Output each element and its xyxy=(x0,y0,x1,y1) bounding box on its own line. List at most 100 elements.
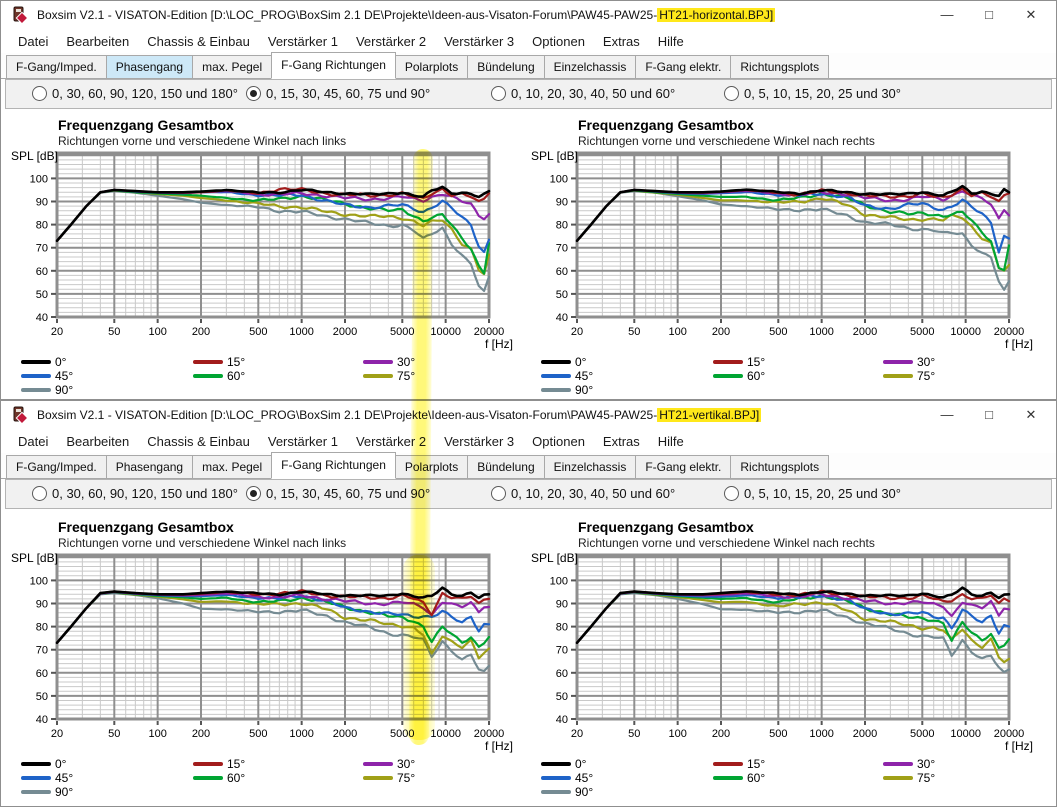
radio-unselected-icon[interactable] xyxy=(491,86,506,101)
tab-f-gang-richtungen[interactable]: F-Gang Richtungen xyxy=(271,452,396,479)
legend-label: 45° xyxy=(55,369,74,383)
menu-item-hilfe[interactable]: Hilfe xyxy=(657,433,684,449)
window-horizontal: Boxsim V2.1 - VISATON-Edition [D:\LOC_PR… xyxy=(0,0,1057,400)
svg-text:100: 100 xyxy=(148,326,166,338)
titlebar[interactable]: Boxsim V2.1 - VISATON-Edition [D:\LOC_PR… xyxy=(1,401,1056,429)
tab-richtungsplots[interactable]: Richtungsplots xyxy=(730,455,830,478)
minimize-button[interactable]: — xyxy=(940,7,954,22)
tab-einzelchassis[interactable]: Einzelchassis xyxy=(543,55,637,78)
svg-text:80: 80 xyxy=(556,622,568,634)
menu-item-chassis-einbau[interactable]: Chassis & Einbau xyxy=(147,33,250,49)
radio-unselected-icon[interactable] xyxy=(32,86,47,101)
chart-right: Frequenzgang Gesamtbox Richtungen vorne … xyxy=(531,519,1051,802)
radio-angle-set-4[interactable]: 0, 5, 10, 15, 20, 25 und 30° xyxy=(724,86,901,101)
menu-item-bearbeiten[interactable]: Bearbeiten xyxy=(66,33,130,49)
maximize-button[interactable]: □ xyxy=(985,7,993,22)
radio-unselected-icon[interactable] xyxy=(724,86,739,101)
svg-text:500: 500 xyxy=(769,326,787,338)
frequency-response-plot: 20 50 100 200 500 1000 2000 5000 10000 20000 40 50 6… xyxy=(550,151,1024,338)
radio-unselected-icon[interactable] xyxy=(32,486,47,501)
radio-angle-set-1[interactable]: 0, 30, 60, 90, 120, 150 und 180° xyxy=(32,86,238,101)
radio-angle-set-2[interactable]: 0, 15, 30, 45, 60, 75 und 90° xyxy=(246,86,430,101)
tab-einzelchassis[interactable]: Einzelchassis xyxy=(543,455,637,478)
legend-swatch xyxy=(713,360,743,364)
app-icon xyxy=(13,406,29,424)
svg-text:5000: 5000 xyxy=(390,728,414,740)
radio-selected-icon[interactable] xyxy=(246,486,261,501)
svg-text:40: 40 xyxy=(36,714,48,726)
radio-label: 0, 10, 20, 30, 40, 50 und 60° xyxy=(511,486,676,501)
close-button[interactable]: ✕ xyxy=(1025,407,1037,422)
menu-item-hilfe[interactable]: Hilfe xyxy=(657,33,684,49)
menu-item-extras[interactable]: Extras xyxy=(602,433,640,449)
radio-angle-set-1[interactable]: 0, 30, 60, 90, 120, 150 und 180° xyxy=(32,486,238,501)
legend-swatch xyxy=(193,762,223,766)
legend-entry-60deg: 60° xyxy=(193,370,245,382)
close-button[interactable]: ✕ xyxy=(1025,7,1037,22)
svg-text:50: 50 xyxy=(556,691,568,703)
tab-f-gang-elektr-[interactable]: F-Gang elektr. xyxy=(635,455,732,478)
menu-item-verst-rker-2[interactable]: Verstärker 2 xyxy=(355,433,427,449)
legend-swatch xyxy=(883,360,913,364)
angle-options: 0, 30, 60, 90, 120, 150 und 180° 0, 15, 3… xyxy=(5,479,1052,509)
menu-item-bearbeiten[interactable]: Bearbeiten xyxy=(66,433,130,449)
menu-item-extras[interactable]: Extras xyxy=(602,33,640,49)
tab-richtungsplots[interactable]: Richtungsplots xyxy=(730,55,830,78)
legend-entry-30deg: 30° xyxy=(883,758,935,770)
maximize-button[interactable]: □ xyxy=(985,407,993,422)
radio-selected-icon[interactable] xyxy=(246,86,261,101)
legend-entry-0deg: 0° xyxy=(21,356,66,368)
tab-f-gang-richtungen[interactable]: F-Gang Richtungen xyxy=(271,52,396,79)
menu-item-verst-rker-3[interactable]: Verstärker 3 xyxy=(444,433,515,449)
radio-angle-set-3[interactable]: 0, 10, 20, 30, 40, 50 und 60° xyxy=(491,486,675,501)
titlebar[interactable]: Boxsim V2.1 - VISATON-Edition [D:\LOC_PR… xyxy=(1,1,1056,29)
menu-item-datei[interactable]: Datei xyxy=(18,33,49,49)
legend-entry-15deg: 15° xyxy=(193,758,245,770)
menu-item-verst-rker-2[interactable]: Verstärker 2 xyxy=(355,33,427,49)
tab-b-ndelung[interactable]: Bündelung xyxy=(467,55,545,78)
tab-f-gang-imped-[interactable]: F-Gang/Imped. xyxy=(6,455,107,478)
legend-entry-0deg: 0° xyxy=(21,758,66,770)
tab-polarplots[interactable]: Polarplots xyxy=(394,55,469,78)
legend-entry-90deg: 90° xyxy=(541,786,593,798)
svg-text:40: 40 xyxy=(36,312,48,324)
svg-text:20: 20 xyxy=(51,728,63,740)
menu-item-optionen[interactable]: Optionen xyxy=(532,33,585,49)
svg-text:1000: 1000 xyxy=(809,326,833,338)
menu-item-verst-rker-1[interactable]: Verstärker 1 xyxy=(267,33,338,49)
radio-angle-set-4[interactable]: 0, 5, 10, 15, 20, 25 und 30° xyxy=(724,486,901,501)
tab-max-pegel[interactable]: max. Pegel xyxy=(192,455,273,478)
tab-f-gang-imped-[interactable]: F-Gang/Imped. xyxy=(6,55,107,78)
svg-text:200: 200 xyxy=(712,728,730,740)
svg-text:50: 50 xyxy=(628,728,640,740)
svg-text:10000: 10000 xyxy=(430,326,461,338)
legend-swatch xyxy=(541,360,571,364)
menu-item-verst-rker-3[interactable]: Verstärker 3 xyxy=(444,33,515,49)
window-title: Boxsim V2.1 - VISATON-Edition [D:\LOC_PR… xyxy=(37,408,762,422)
chart-left: Frequenzgang Gesamtbox Richtungen vorne … xyxy=(11,117,531,400)
radio-label: 0, 5, 10, 15, 20, 25 und 30° xyxy=(744,486,901,501)
tab-b-ndelung[interactable]: Bündelung xyxy=(467,455,545,478)
radio-unselected-icon[interactable] xyxy=(491,486,506,501)
tab-phasengang[interactable]: Phasengang xyxy=(105,55,194,78)
radio-angle-set-3[interactable]: 0, 10, 20, 30, 40, 50 und 60° xyxy=(491,86,675,101)
menu-item-datei[interactable]: Datei xyxy=(18,433,49,449)
menu-item-verst-rker-1[interactable]: Verstärker 1 xyxy=(267,433,338,449)
svg-text:2000: 2000 xyxy=(333,326,357,338)
svg-text:5000: 5000 xyxy=(910,728,934,740)
tab-max-pegel[interactable]: max. Pegel xyxy=(192,55,273,78)
tab-f-gang-elektr-[interactable]: F-Gang elektr. xyxy=(635,55,732,78)
legend-entry-75deg: 75° xyxy=(363,772,415,784)
legend-swatch xyxy=(21,388,51,392)
menu-item-chassis-einbau[interactable]: Chassis & Einbau xyxy=(147,433,250,449)
legend-swatch xyxy=(21,360,51,364)
svg-text:50: 50 xyxy=(556,289,568,301)
tab-polarplots[interactable]: Polarplots xyxy=(394,455,469,478)
menu-item-optionen[interactable]: Optionen xyxy=(532,433,585,449)
minimize-button[interactable]: — xyxy=(940,407,954,422)
radio-unselected-icon[interactable] xyxy=(724,486,739,501)
svg-text:10000: 10000 xyxy=(950,326,981,338)
menubar: Datei Bearbeiten Chassis & Einbau Verstärke… xyxy=(1,29,1056,53)
radio-angle-set-2[interactable]: 0, 15, 30, 45, 60, 75 und 90° xyxy=(246,486,430,501)
tab-phasengang[interactable]: Phasengang xyxy=(105,455,194,478)
